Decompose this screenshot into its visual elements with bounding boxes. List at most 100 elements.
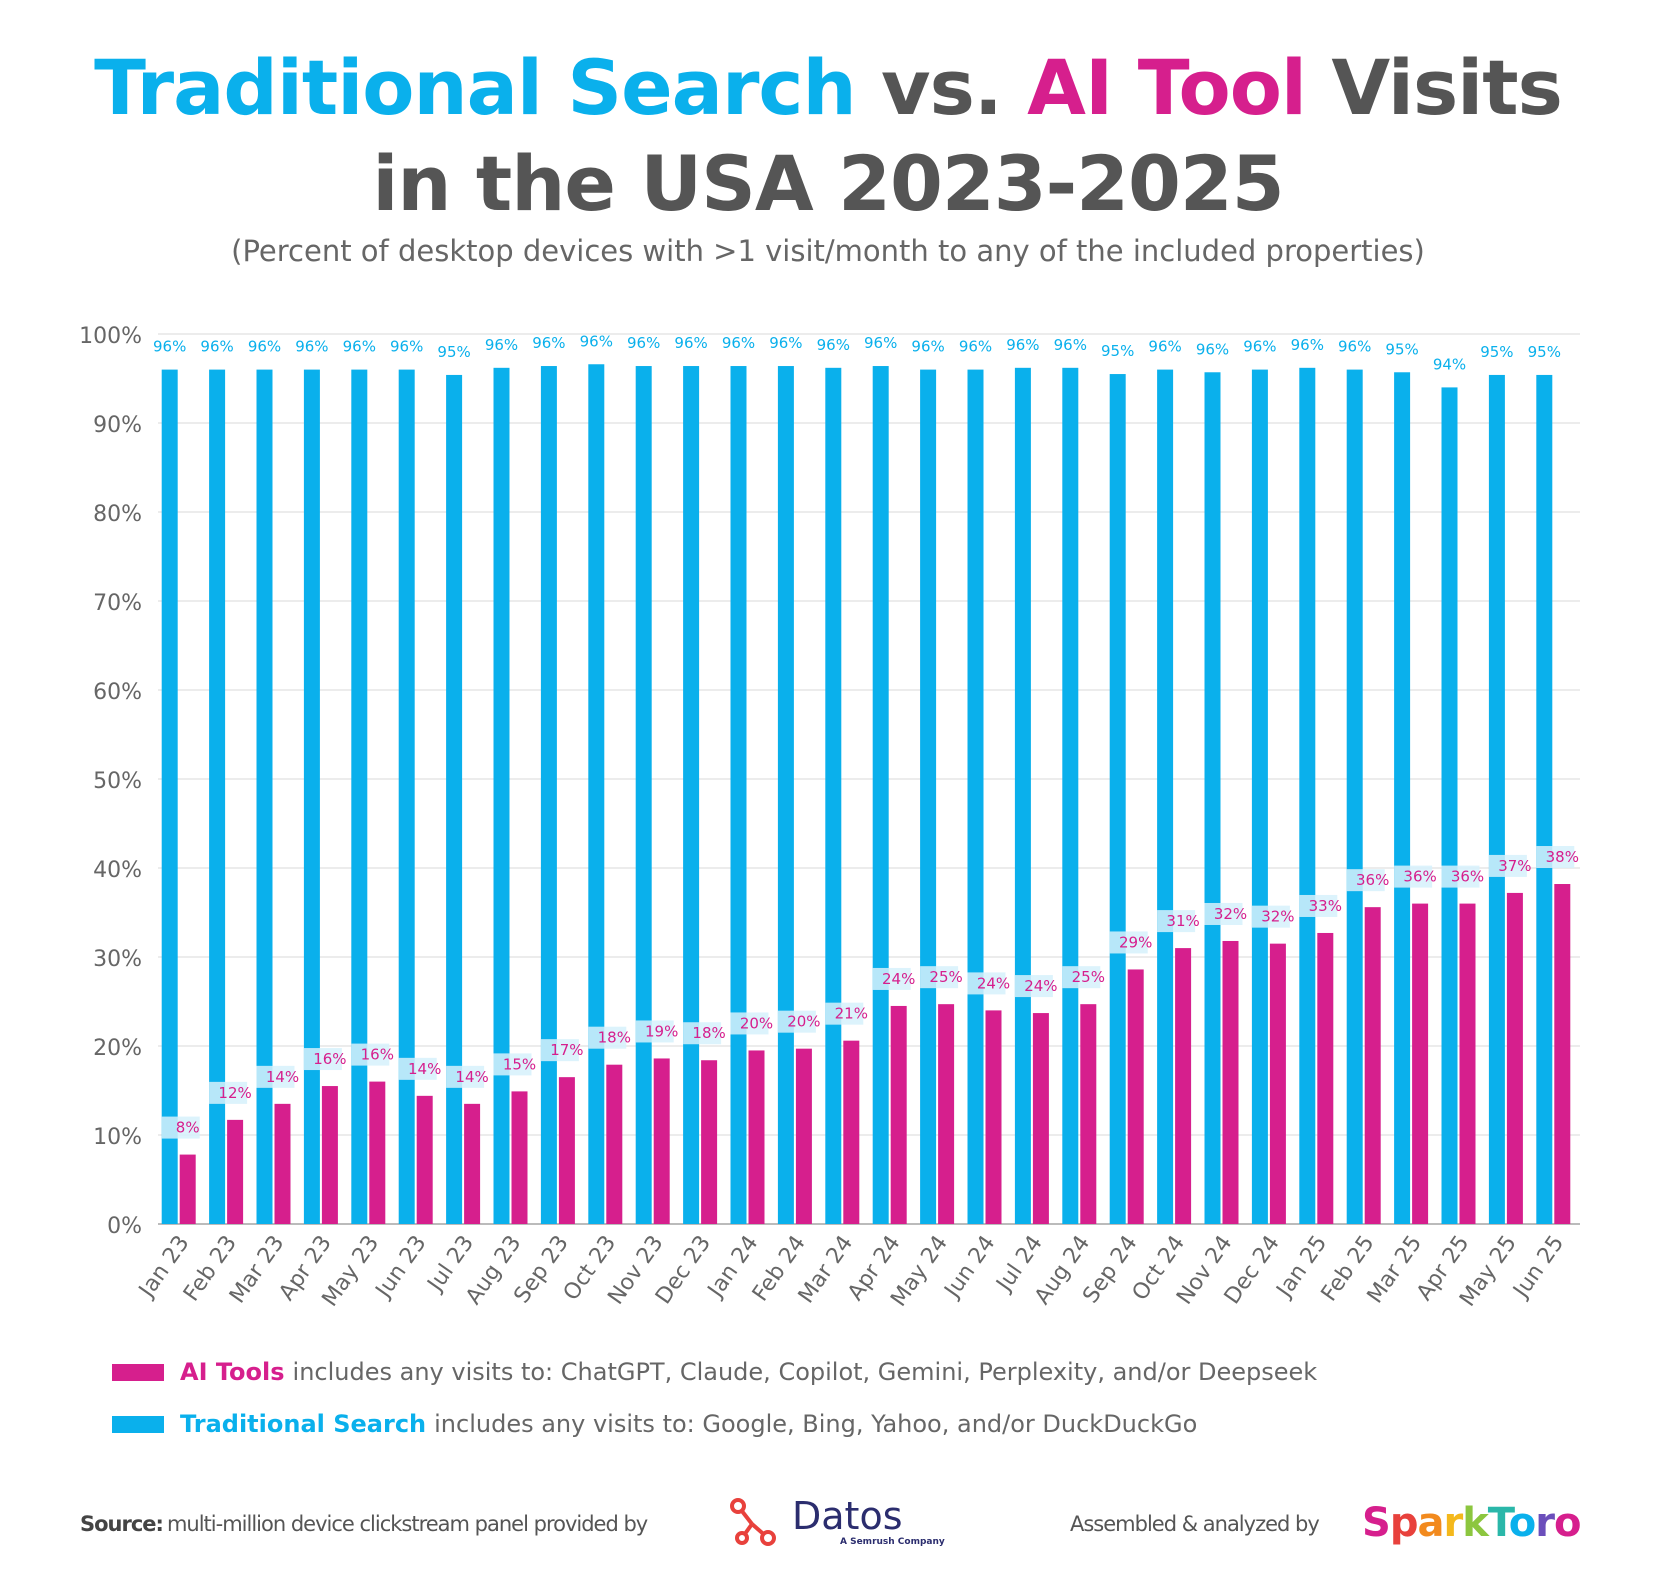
bar-ai-tools (321, 1086, 338, 1224)
data-label-ai-background (493, 1053, 532, 1076)
data-label-search: 95% (1385, 340, 1418, 358)
bar-traditional-search (256, 369, 273, 1225)
bar-ai-tools (1364, 907, 1381, 1224)
data-label-search: 96% (864, 334, 897, 352)
bar-ai-tools (179, 1154, 196, 1224)
data-label-ai-background (1251, 905, 1290, 928)
data-label-ai: 16% (313, 1050, 346, 1068)
sparktoro-letter: p (1389, 1500, 1419, 1546)
title-line-2: in the USA 2023-2025 (372, 139, 1284, 228)
bar-ai-tools (1269, 943, 1286, 1224)
bar-traditional-search (635, 366, 652, 1224)
data-label-ai: 16% (361, 1046, 394, 1064)
data-label-search: 96% (580, 332, 613, 350)
data-label-ai: 12% (218, 1084, 251, 1102)
bar-traditional-search (1488, 374, 1505, 1224)
data-label-ai: 32% (1261, 908, 1294, 926)
data-label-search: 96% (1196, 340, 1229, 358)
data-label-ai-background (825, 1002, 864, 1025)
bar-traditional-search (1251, 369, 1268, 1225)
bar-traditional-search (446, 374, 463, 1224)
bar-ai-tools (748, 1050, 765, 1224)
data-label-search: 96% (485, 336, 518, 354)
data-label-search: 96% (200, 338, 233, 356)
sparktoro-letter: k (1462, 1500, 1489, 1546)
bar-traditional-search (872, 366, 889, 1224)
legend-search-description: includes any visits to: Google, Bing, Ya… (434, 1410, 1198, 1438)
data-label-search: 96% (248, 338, 281, 356)
legend-traditional-search: Traditional Search includes any visits t… (112, 1410, 1197, 1438)
title-visits: Visits (1305, 43, 1562, 132)
y-tick-label: 100% (79, 324, 142, 349)
data-label-search: 96% (674, 334, 707, 352)
legend-search-label: Traditional Search (180, 1410, 427, 1438)
bar-ai-tools (1412, 903, 1429, 1224)
data-label-ai-background (1204, 902, 1243, 925)
bar-traditional-search (1394, 372, 1411, 1224)
bar-ai-tools (1317, 932, 1334, 1224)
data-label-ai-background (209, 1081, 248, 1104)
data-label-search: 96% (153, 338, 186, 356)
data-label-ai-background (635, 1020, 674, 1043)
data-label-ai: 17% (550, 1041, 583, 1059)
y-tick-label: 0% (107, 1214, 142, 1239)
data-label-ai: 24% (977, 974, 1010, 992)
data-label-ai-background (872, 967, 911, 990)
title-line-1: Traditional Search vs. AI Tool Visits (0, 40, 1656, 136)
y-tick-label: 30% (93, 947, 142, 972)
bar-traditional-search (351, 369, 368, 1225)
data-label-search: 95% (437, 343, 470, 361)
data-label-search: 95% (1101, 342, 1134, 360)
bar-ai-tools (843, 1040, 860, 1224)
data-label-ai-background (1488, 854, 1527, 877)
bar-ai-tools (1506, 892, 1523, 1224)
y-tick-label: 80% (93, 502, 142, 527)
data-label-ai: 38% (1546, 848, 1579, 866)
data-label-search: 96% (627, 334, 660, 352)
source-text: multi-million device clickstream panel p… (166, 1512, 648, 1536)
data-label-ai: 32% (1214, 905, 1247, 923)
sparktoro-letter: r (1535, 1500, 1555, 1546)
assembled-note: Assembled & analyzed by (1070, 1512, 1320, 1536)
data-label-ai-background (1299, 894, 1338, 917)
title-search: Traditional Search (94, 43, 856, 132)
bar-traditional-search (303, 369, 320, 1225)
title-ai-tool: AI Tool (1027, 43, 1307, 132)
data-label-search: 96% (532, 334, 565, 352)
data-label-search: 96% (1291, 336, 1324, 354)
bar-ai-tools (795, 1048, 812, 1224)
bar-ai-tools (1459, 903, 1476, 1224)
bar-traditional-search (1014, 367, 1031, 1224)
y-tick-label: 20% (93, 1036, 142, 1061)
data-label-ai: 14% (408, 1060, 441, 1078)
title-vs: vs. (855, 43, 1028, 132)
data-label-ai: 18% (598, 1029, 631, 1047)
chart-subtitle: (Percent of desktop devices with >1 visi… (231, 234, 1425, 268)
y-tick-label: 60% (93, 680, 142, 705)
data-label-ai-background (1157, 910, 1196, 933)
bar-traditional-search (1536, 374, 1553, 1224)
y-tick-label: 40% (93, 858, 142, 883)
data-label-ai: 24% (882, 970, 915, 988)
bar-traditional-search (493, 367, 510, 1224)
data-label-ai-background (256, 1065, 295, 1088)
data-label-ai: 15% (503, 1055, 536, 1073)
data-label-ai: 14% (455, 1068, 488, 1086)
bar-ai-tools (1175, 948, 1192, 1224)
data-label-search: 96% (343, 338, 376, 356)
data-label-ai-background (161, 1116, 200, 1139)
data-label-ai: 8% (176, 1119, 200, 1137)
legend-ai-label: AI Tools (180, 1358, 285, 1386)
data-label-ai: 36% (1451, 868, 1484, 886)
bar-traditional-search (683, 366, 700, 1224)
bar-ai-tools (985, 1010, 1002, 1224)
bar-ai-tools (701, 1060, 718, 1224)
sparktoro-letter: r (1443, 1500, 1463, 1546)
sparktoro-letter: o (1508, 1500, 1537, 1546)
legend-ai-swatch (112, 1363, 164, 1381)
bar-ai-tools (227, 1119, 244, 1224)
data-label-search: 96% (1054, 336, 1087, 354)
data-label-ai-background (351, 1043, 390, 1066)
data-label-search: 96% (722, 334, 755, 352)
bar-ai-tools (369, 1081, 386, 1224)
